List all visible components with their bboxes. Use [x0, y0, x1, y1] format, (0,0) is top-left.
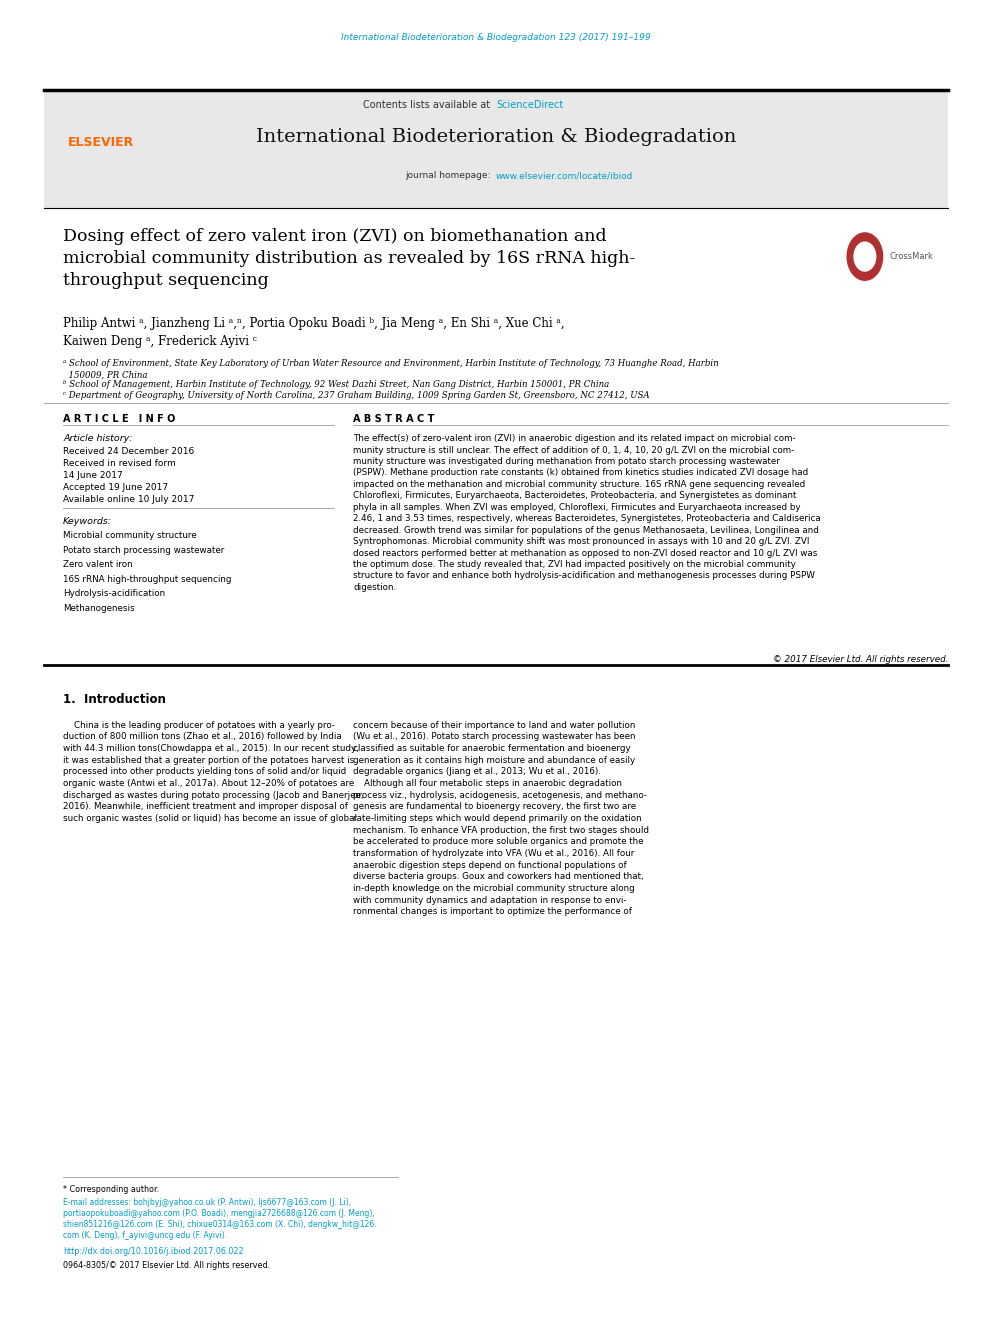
- FancyBboxPatch shape: [44, 90, 948, 208]
- Circle shape: [854, 242, 876, 271]
- Text: A B S T R A C T: A B S T R A C T: [353, 414, 434, 425]
- Text: Received 24 December 2016: Received 24 December 2016: [63, 447, 194, 456]
- Text: Available online 10 July 2017: Available online 10 July 2017: [63, 495, 194, 504]
- Text: ᵃ School of Environment, State Key Laboratory of Urban Water Resource and Enviro: ᵃ School of Environment, State Key Labor…: [63, 359, 719, 380]
- Text: 1.  Introduction: 1. Introduction: [63, 693, 166, 706]
- Text: 16S rRNA high-throughput sequencing: 16S rRNA high-throughput sequencing: [63, 574, 232, 583]
- Text: Philip Antwi ᵃ, Jianzheng Li ᵃ,ⁿ, Portia Opoku Boadi ᵇ, Jia Meng ᵃ, En Shi ᵃ, Xu: Philip Antwi ᵃ, Jianzheng Li ᵃ,ⁿ, Portia…: [63, 318, 564, 329]
- Text: E-mail addresses: bohjbyj@yahoo.co.uk (P. Antwi), ljs6677@163.com (J. Li),
porti: E-mail addresses: bohjbyj@yahoo.co.uk (P…: [63, 1197, 377, 1240]
- Text: Zero valent iron: Zero valent iron: [63, 560, 133, 569]
- Text: www.elsevier.com/locate/ibiod: www.elsevier.com/locate/ibiod: [496, 171, 633, 180]
- Text: A R T I C L E   I N F O: A R T I C L E I N F O: [63, 414, 176, 425]
- Text: ScienceDirect: ScienceDirect: [496, 101, 563, 110]
- Text: * Corresponding author.: * Corresponding author.: [63, 1184, 160, 1193]
- Text: Keywords:: Keywords:: [63, 517, 112, 525]
- Text: Microbial community structure: Microbial community structure: [63, 532, 196, 540]
- Text: concern because of their importance to land and water pollution
(Wu et al., 2016: concern because of their importance to l…: [353, 721, 650, 917]
- Circle shape: [847, 233, 883, 280]
- Text: ᵇ School of Management, Harbin Institute of Technology, 92 West Dazhi Street, Na: ᵇ School of Management, Harbin Institute…: [63, 380, 609, 389]
- Text: journal homepage:: journal homepage:: [405, 171, 493, 180]
- Text: Accepted 19 June 2017: Accepted 19 June 2017: [63, 483, 169, 492]
- Text: CrossMark: CrossMark: [890, 253, 933, 261]
- Text: ELSEVIER: ELSEVIER: [68, 136, 134, 148]
- Text: ᶜ Department of Geography, University of North Carolina, 237 Graham Building, 10: ᶜ Department of Geography, University of…: [63, 390, 650, 400]
- Text: Hydrolysis-acidification: Hydrolysis-acidification: [63, 589, 166, 598]
- Text: Received in revised form: Received in revised form: [63, 459, 176, 468]
- Text: Kaiwen Deng ᵃ, Frederick Ayivi ᶜ: Kaiwen Deng ᵃ, Frederick Ayivi ᶜ: [63, 336, 257, 348]
- Text: Methanogenesis: Methanogenesis: [63, 603, 135, 613]
- Text: © 2017 Elsevier Ltd. All rights reserved.: © 2017 Elsevier Ltd. All rights reserved…: [773, 655, 948, 664]
- Text: International Biodeterioration & Biodegradation: International Biodeterioration & Biodegr…: [256, 128, 736, 146]
- Text: 0964-8305/© 2017 Elsevier Ltd. All rights reserved.: 0964-8305/© 2017 Elsevier Ltd. All right…: [63, 1261, 270, 1270]
- Text: Article history:: Article history:: [63, 434, 133, 443]
- Text: http://dx.doi.org/10.1016/j.ibiod.2017.06.022: http://dx.doi.org/10.1016/j.ibiod.2017.0…: [63, 1246, 244, 1256]
- Text: 14 June 2017: 14 June 2017: [63, 471, 123, 480]
- Text: Dosing effect of zero valent iron (ZVI) on biomethanation and
microbial communit: Dosing effect of zero valent iron (ZVI) …: [63, 228, 636, 288]
- Text: China is the leading producer of potatoes with a yearly pro-
duction of 800 mill: China is the leading producer of potatoe…: [63, 721, 364, 823]
- Text: Potato starch processing wastewater: Potato starch processing wastewater: [63, 546, 224, 554]
- Text: Contents lists available at: Contents lists available at: [363, 101, 493, 110]
- Text: International Biodeterioration & Biodegradation 123 (2017) 191–199: International Biodeterioration & Biodegr…: [341, 33, 651, 42]
- Text: The effect(s) of zero-valent iron (ZVI) in anaerobic digestion and its related i: The effect(s) of zero-valent iron (ZVI) …: [353, 434, 821, 591]
